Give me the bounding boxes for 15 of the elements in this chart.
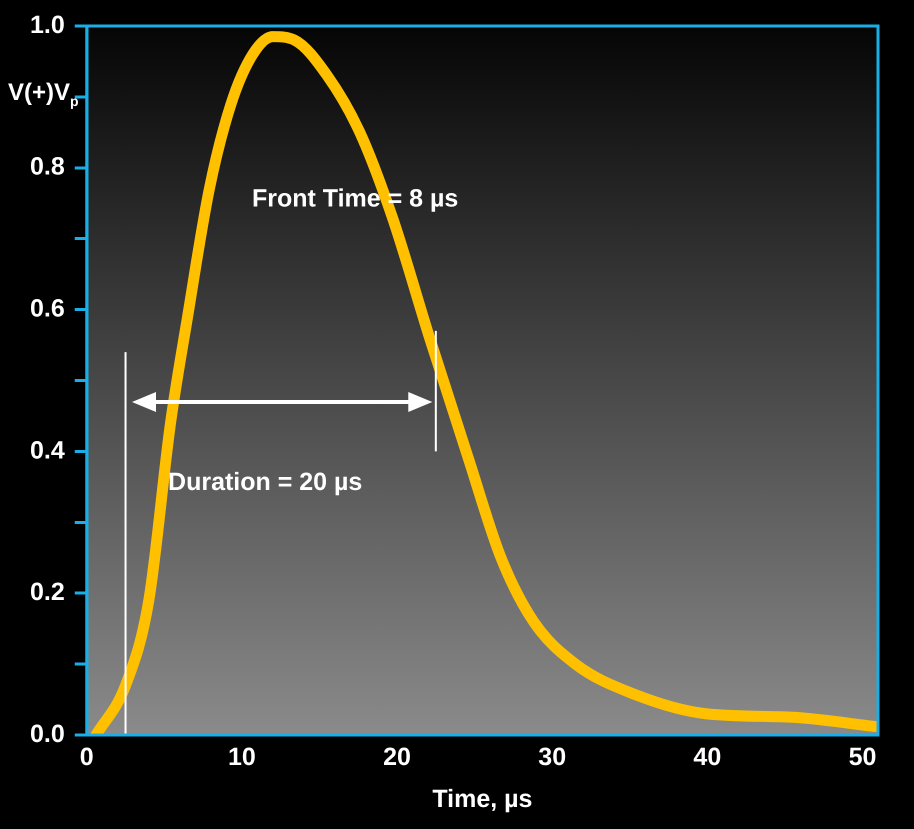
y-tick-label: 0.6 [30,294,65,322]
x-tick-label: 50 [848,742,876,771]
x-tick-label: 30 [538,742,566,771]
y-tick-label: 0.2 [30,578,65,606]
x-tick-label: 20 [383,742,411,771]
y-axis-title: V(+)V$_{p}$ [8,78,79,109]
y-tick-label: 1.0 [30,10,65,39]
y-tick-label: 0.8 [30,152,65,181]
x-axis-title: Time, µs [432,784,532,813]
y-tick-label: 0.4 [30,436,65,464]
x-tick-label: 10 [228,742,256,771]
x-tick-label: 40 [693,742,722,771]
x-tick-label: 0 [80,742,94,771]
y-tick-label: 0.0 [30,720,65,748]
annotation: Duration = 20 µs [168,468,362,496]
